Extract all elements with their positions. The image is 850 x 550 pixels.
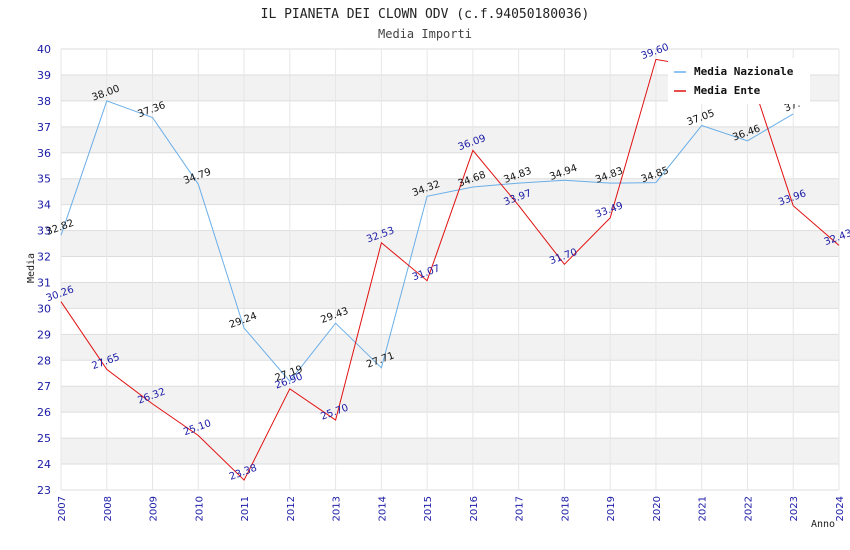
y-tick-label: 37: [37, 121, 51, 134]
data-labels: 32.8238.0037.3634.7929.2427.1929.4327.71…: [45, 42, 850, 483]
x-tick-label: 2016: [469, 496, 480, 521]
x-tick-label: 2014: [377, 496, 388, 521]
grid-lines: [60, 48, 840, 491]
x-tick-label: 2008: [103, 496, 114, 521]
y-axis-ticks: 23 24 25 26 27 28 29 30 31 32 33 34 35 36 37 38 39 40: [37, 43, 51, 497]
legend-label-media-ente: Media Ente: [694, 84, 761, 97]
x-tick-label: 2018: [560, 496, 571, 521]
x-tick-label: 2007: [57, 496, 68, 521]
y-tick-label: 29: [37, 328, 51, 341]
series-line-media-ente: [60, 58, 840, 481]
data-label: 37.05: [686, 108, 717, 128]
y-tick-label: 25: [37, 432, 51, 445]
grid-band: [61, 230, 839, 257]
y-tick-label: 38: [37, 95, 51, 108]
series-line-media-nazionale: [60, 100, 794, 383]
y-tick-label: 39: [37, 69, 51, 82]
y-tick-label: 24: [37, 458, 51, 471]
y-tick-label: 28: [37, 354, 51, 367]
legend-box: [668, 58, 810, 104]
y-tick-label: 23: [37, 484, 51, 497]
y-tick-label: 30: [37, 302, 51, 315]
grid-band: [61, 386, 839, 413]
x-tick-label: 2009: [149, 496, 160, 521]
grid-band: [61, 334, 839, 361]
data-label: 39.60: [640, 42, 671, 62]
x-tick-label: 2012: [286, 496, 297, 521]
grid-bands: [61, 74, 839, 465]
y-tick-label: 33: [37, 225, 51, 238]
grid-band: [61, 282, 839, 309]
x-tick-label: 2022: [743, 496, 754, 521]
x-tick-label: 2019: [606, 496, 617, 521]
y-axis-label: Media: [26, 253, 37, 283]
x-tick-label: 2015: [423, 496, 434, 521]
y-tick-label: 31: [37, 276, 51, 289]
x-tick-label: 2010: [194, 496, 205, 521]
grid-band: [61, 438, 839, 465]
y-tick-label: 36: [37, 147, 51, 160]
x-axis-label: Anno: [811, 519, 835, 530]
x-tick-label: 2023: [789, 496, 800, 521]
x-tick-label: 2021: [698, 496, 709, 521]
data-label: 29.24: [228, 311, 259, 331]
x-axis-ticks: 2007 2008 2009 2010 2011 2012 2013 2014 2015 2016…: [57, 496, 846, 521]
series-lines: [60, 58, 840, 481]
y-tick-label: 35: [37, 173, 51, 186]
x-tick-label: 2011: [240, 496, 251, 521]
y-tick-label: 26: [37, 406, 51, 419]
x-tick-label: 2024: [835, 496, 846, 521]
y-tick-label: 34: [37, 199, 51, 212]
chart-title: IL PIANETA DEI CLOWN ODV (c.f.9405018003…: [261, 7, 590, 22]
x-tick-label: 2017: [515, 496, 526, 521]
x-tick-label: 2020: [652, 496, 663, 521]
legend-label-media-nazionale: Media Nazionale: [694, 65, 794, 78]
y-tick-label: 27: [37, 380, 51, 393]
y-tick-label: 40: [37, 43, 51, 56]
x-tick-label: 2013: [332, 496, 343, 521]
y-tick-label: 32: [37, 251, 51, 264]
chart-subtitle: Media Importi: [378, 27, 472, 41]
legend: Media Nazionale Media Ente: [668, 58, 810, 104]
grid-band: [61, 126, 839, 153]
